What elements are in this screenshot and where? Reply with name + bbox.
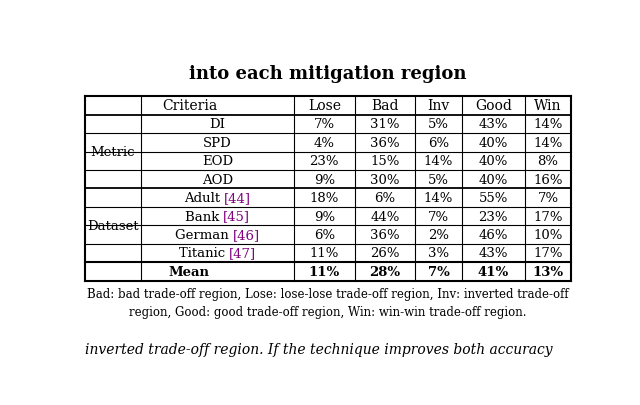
Text: 14%: 14% [533, 118, 563, 131]
Text: German: German [175, 228, 233, 241]
Text: Good: Good [475, 99, 512, 113]
Text: 7%: 7% [428, 265, 449, 278]
Text: [45]: [45] [223, 210, 250, 223]
Text: 46%: 46% [479, 228, 508, 241]
Text: Dataset: Dataset [87, 219, 139, 232]
Text: 30%: 30% [371, 173, 400, 186]
Text: 43%: 43% [479, 118, 508, 131]
Text: Bank: Bank [184, 210, 223, 223]
Text: Win: Win [534, 99, 562, 113]
Text: Bad: Bad [371, 99, 399, 113]
Text: 18%: 18% [310, 192, 339, 205]
Text: 23%: 23% [479, 210, 508, 223]
Text: 11%: 11% [308, 265, 340, 278]
Text: 7%: 7% [538, 192, 559, 205]
Text: 43%: 43% [479, 247, 508, 260]
Text: 16%: 16% [533, 173, 563, 186]
Text: 14%: 14% [424, 192, 453, 205]
Text: EOD: EOD [202, 155, 233, 168]
Text: 17%: 17% [533, 247, 563, 260]
Text: 40%: 40% [479, 173, 508, 186]
Text: 11%: 11% [310, 247, 339, 260]
Text: Bad: bad trade-off region, Lose: lose-lose trade-off region, Inv: inverted trade: Bad: bad trade-off region, Lose: lose-lo… [87, 287, 569, 300]
Text: 40%: 40% [479, 155, 508, 168]
Text: 55%: 55% [479, 192, 508, 205]
Text: 36%: 36% [371, 136, 400, 149]
Text: 15%: 15% [371, 155, 400, 168]
Text: [47]: [47] [229, 247, 256, 260]
Text: 9%: 9% [314, 173, 335, 186]
Text: [44]: [44] [224, 192, 251, 205]
Text: 8%: 8% [538, 155, 559, 168]
Text: 6%: 6% [428, 136, 449, 149]
Text: 13%: 13% [532, 265, 563, 278]
Text: SPD: SPD [203, 136, 232, 149]
Text: Lose: Lose [308, 99, 341, 113]
Text: region, Good: good trade-off region, Win: win-win trade-off region.: region, Good: good trade-off region, Win… [129, 306, 527, 319]
Text: Adult: Adult [184, 192, 224, 205]
Text: 10%: 10% [533, 228, 563, 241]
Text: 6%: 6% [374, 192, 396, 205]
Text: 3%: 3% [428, 247, 449, 260]
Text: 17%: 17% [533, 210, 563, 223]
Text: 14%: 14% [424, 155, 453, 168]
Text: 36%: 36% [371, 228, 400, 241]
Text: Bank [45]: Bank [45] [184, 210, 250, 223]
Text: 7%: 7% [428, 210, 449, 223]
Text: inverted trade-off region. If the technique improves both accuracy: inverted trade-off region. If the techni… [85, 343, 552, 356]
Text: 9%: 9% [314, 210, 335, 223]
Text: DI: DI [209, 118, 225, 131]
Text: 6%: 6% [314, 228, 335, 241]
Text: 28%: 28% [369, 265, 401, 278]
Text: Adult [44]: Adult [44] [184, 192, 251, 205]
Text: 5%: 5% [428, 173, 449, 186]
Text: [46]: [46] [233, 228, 260, 241]
Text: Metric: Metric [91, 146, 135, 159]
Text: 14%: 14% [533, 136, 563, 149]
Text: 26%: 26% [371, 247, 400, 260]
Text: Criteria: Criteria [162, 99, 217, 113]
Text: Titanic [47]: Titanic [47] [179, 247, 256, 260]
Text: Mean: Mean [169, 265, 210, 278]
Text: 44%: 44% [371, 210, 400, 223]
Text: 7%: 7% [314, 118, 335, 131]
Text: 23%: 23% [310, 155, 339, 168]
Text: 41%: 41% [477, 265, 509, 278]
Text: 40%: 40% [479, 136, 508, 149]
Text: 5%: 5% [428, 118, 449, 131]
Text: Inv: Inv [428, 99, 450, 113]
Text: 4%: 4% [314, 136, 335, 149]
Text: Titanic: Titanic [179, 247, 229, 260]
Text: German [46]: German [46] [175, 228, 260, 241]
Text: 2%: 2% [428, 228, 449, 241]
Text: 31%: 31% [371, 118, 400, 131]
Text: into each mitigation region: into each mitigation region [189, 64, 467, 83]
Text: AOD: AOD [202, 173, 233, 186]
